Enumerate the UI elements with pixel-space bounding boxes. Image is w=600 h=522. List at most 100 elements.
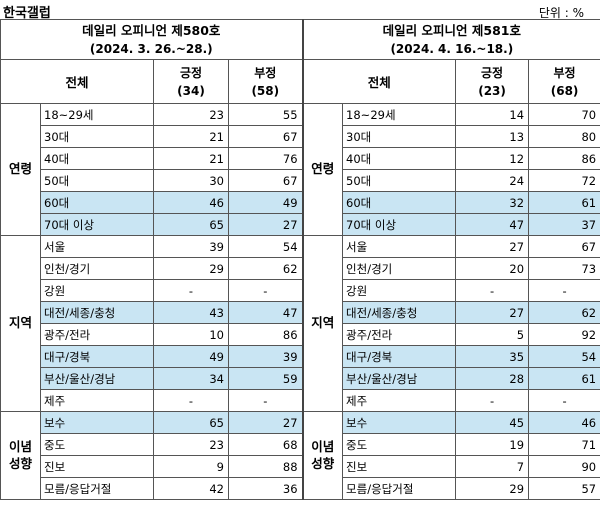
negative-value: 90	[528, 455, 600, 478]
positive-value: -	[455, 389, 530, 412]
positive-value: 34	[153, 367, 229, 390]
positive-value: 42	[153, 477, 229, 500]
survey-2-negative-label: 부정	[553, 65, 576, 80]
positive-value: -	[153, 389, 229, 412]
table-row: 대전/세종/충청 43 47 대전/세종/충청 27 62	[1, 301, 600, 324]
survey-1-overall-header: 전체	[0, 59, 154, 104]
table-row: 대구/경북 49 39 대구/경북 35 54	[1, 345, 600, 368]
survey-2-positive-header: 긍정 (23)	[455, 59, 530, 104]
positive-value: 45	[455, 411, 530, 434]
positive-value: 35	[455, 345, 530, 368]
positive-value: 23	[153, 433, 229, 456]
row-label: 50대	[40, 169, 154, 192]
row-label: 70대 이상	[342, 213, 457, 236]
row-label: 40대	[40, 147, 154, 170]
positive-value: 32	[455, 191, 530, 214]
negative-value: -	[528, 279, 600, 302]
group-label: 연령	[302, 103, 344, 236]
row-label: 진보	[342, 455, 457, 478]
row-label: 중도	[40, 433, 154, 456]
negative-value: 62	[227, 257, 304, 280]
row-label: 모름/응답거절	[40, 477, 154, 500]
table-row: 연령 18~29세 23 55 연령 18~29세 14 70	[0, 103, 600, 236]
row-label: 모름/응답거절	[342, 477, 457, 500]
survey-2-title: 데일리 오피니언 제581호	[302, 19, 600, 40]
negative-value: -	[227, 389, 304, 412]
table-row: 중도 23 68 중도 19 71	[1, 433, 600, 456]
row-label: 대구/경북	[40, 345, 154, 368]
negative-value: 67	[528, 235, 600, 258]
positive-value: 43	[153, 301, 229, 324]
negative-value: 71	[528, 433, 600, 456]
negative-value: 86	[227, 323, 304, 346]
row-label: 18~29세	[342, 103, 457, 126]
positive-value: 24	[455, 169, 530, 192]
negative-value: 61	[528, 367, 600, 390]
row-label: 대전/세종/충청	[342, 301, 457, 324]
negative-value: -	[227, 279, 304, 302]
row-label: 서울	[342, 235, 457, 258]
row-label: 대전/세종/충청	[40, 301, 154, 324]
row-label: 60대	[342, 191, 457, 214]
table-row: 70대 이상 65 27 70대 이상 47 37	[1, 213, 600, 236]
row-label: 18~29세	[40, 103, 154, 126]
positive-value: 27	[455, 235, 530, 258]
negative-value: 67	[227, 169, 304, 192]
table-row: 부산/울산/경남 34 59 부산/울산/경남 28 61	[1, 367, 600, 390]
negative-value: 57	[528, 477, 600, 500]
positive-value: 39	[153, 235, 229, 258]
row-label: 강원	[40, 279, 154, 302]
group-label: 연령	[0, 103, 41, 236]
table-row: 50대 30 67 50대 24 72	[1, 169, 600, 192]
table-row: 이념 성향 보수 65 27 이념 성향 보수 45 46	[0, 411, 600, 500]
positive-value: 47	[455, 213, 530, 236]
table-row: 진보 9 88 진보 7 90	[1, 455, 600, 478]
positive-value: 7	[455, 455, 530, 478]
positive-value: 27	[455, 301, 530, 324]
positive-value: 19	[455, 433, 530, 456]
positive-value: 9	[153, 455, 229, 478]
row-label: 30대	[342, 125, 457, 148]
positive-value: 49	[153, 345, 229, 368]
table-row: 지역 서울 39 54 지역 서울 27 67	[0, 235, 600, 412]
survey-1-positive-header: 긍정 (34)	[153, 59, 229, 104]
survey-2-overall-header: 전체	[302, 59, 457, 104]
negative-value: 55	[227, 103, 304, 126]
positive-value: -	[153, 279, 229, 302]
negative-value: 76	[227, 147, 304, 170]
row-label: 60대	[40, 191, 154, 214]
positive-value: 65	[153, 411, 229, 434]
negative-value: 68	[227, 433, 304, 456]
survey-2-negative-header: 부정 (68)	[528, 59, 600, 104]
row-label: 부산/울산/경남	[342, 367, 457, 390]
survey-2-negative-n: (68)	[550, 83, 579, 98]
table-data-body: 연령 18~29세 23 55 연령 18~29세 14 70 30대 21 67 30대 13 80 40…	[0, 103, 600, 500]
survey-1-negative-label: 부정	[254, 65, 277, 80]
row-label: 진보	[40, 455, 154, 478]
table-row: 40대 21 76 40대 12 86	[1, 147, 600, 170]
negative-value: 36	[227, 477, 304, 500]
negative-value: 86	[528, 147, 600, 170]
row-label: 강원	[342, 279, 457, 302]
survey-1-period: (2024. 3. 26.~28.)	[0, 39, 304, 60]
negative-value: 37	[528, 213, 600, 236]
positive-value: 29	[455, 477, 530, 500]
negative-value: 46	[528, 411, 600, 434]
positive-value: 29	[153, 257, 229, 280]
survey-2-positive-n: (23)	[478, 83, 506, 98]
table-row: 60대 46 49 60대 32 61	[1, 191, 600, 214]
row-label: 부산/울산/경남	[40, 367, 154, 390]
group-label: 이념 성향	[302, 411, 344, 500]
row-label: 보수	[342, 411, 457, 434]
row-label: 광주/전라	[40, 323, 154, 346]
survey-1-negative-header: 부정 (58)	[227, 59, 304, 104]
positive-value: 28	[455, 367, 530, 390]
unit-label: 단위 : %	[538, 6, 584, 20]
negative-value: 49	[227, 191, 304, 214]
negative-value: 62	[528, 301, 600, 324]
row-label: 30대	[40, 125, 154, 148]
row-label: 보수	[40, 411, 154, 434]
group-label: 이념 성향	[0, 411, 41, 500]
survey-table: 데일리 오피니언 제580호 데일리 오피니언 제581호 (2024. 3. …	[0, 19, 600, 500]
